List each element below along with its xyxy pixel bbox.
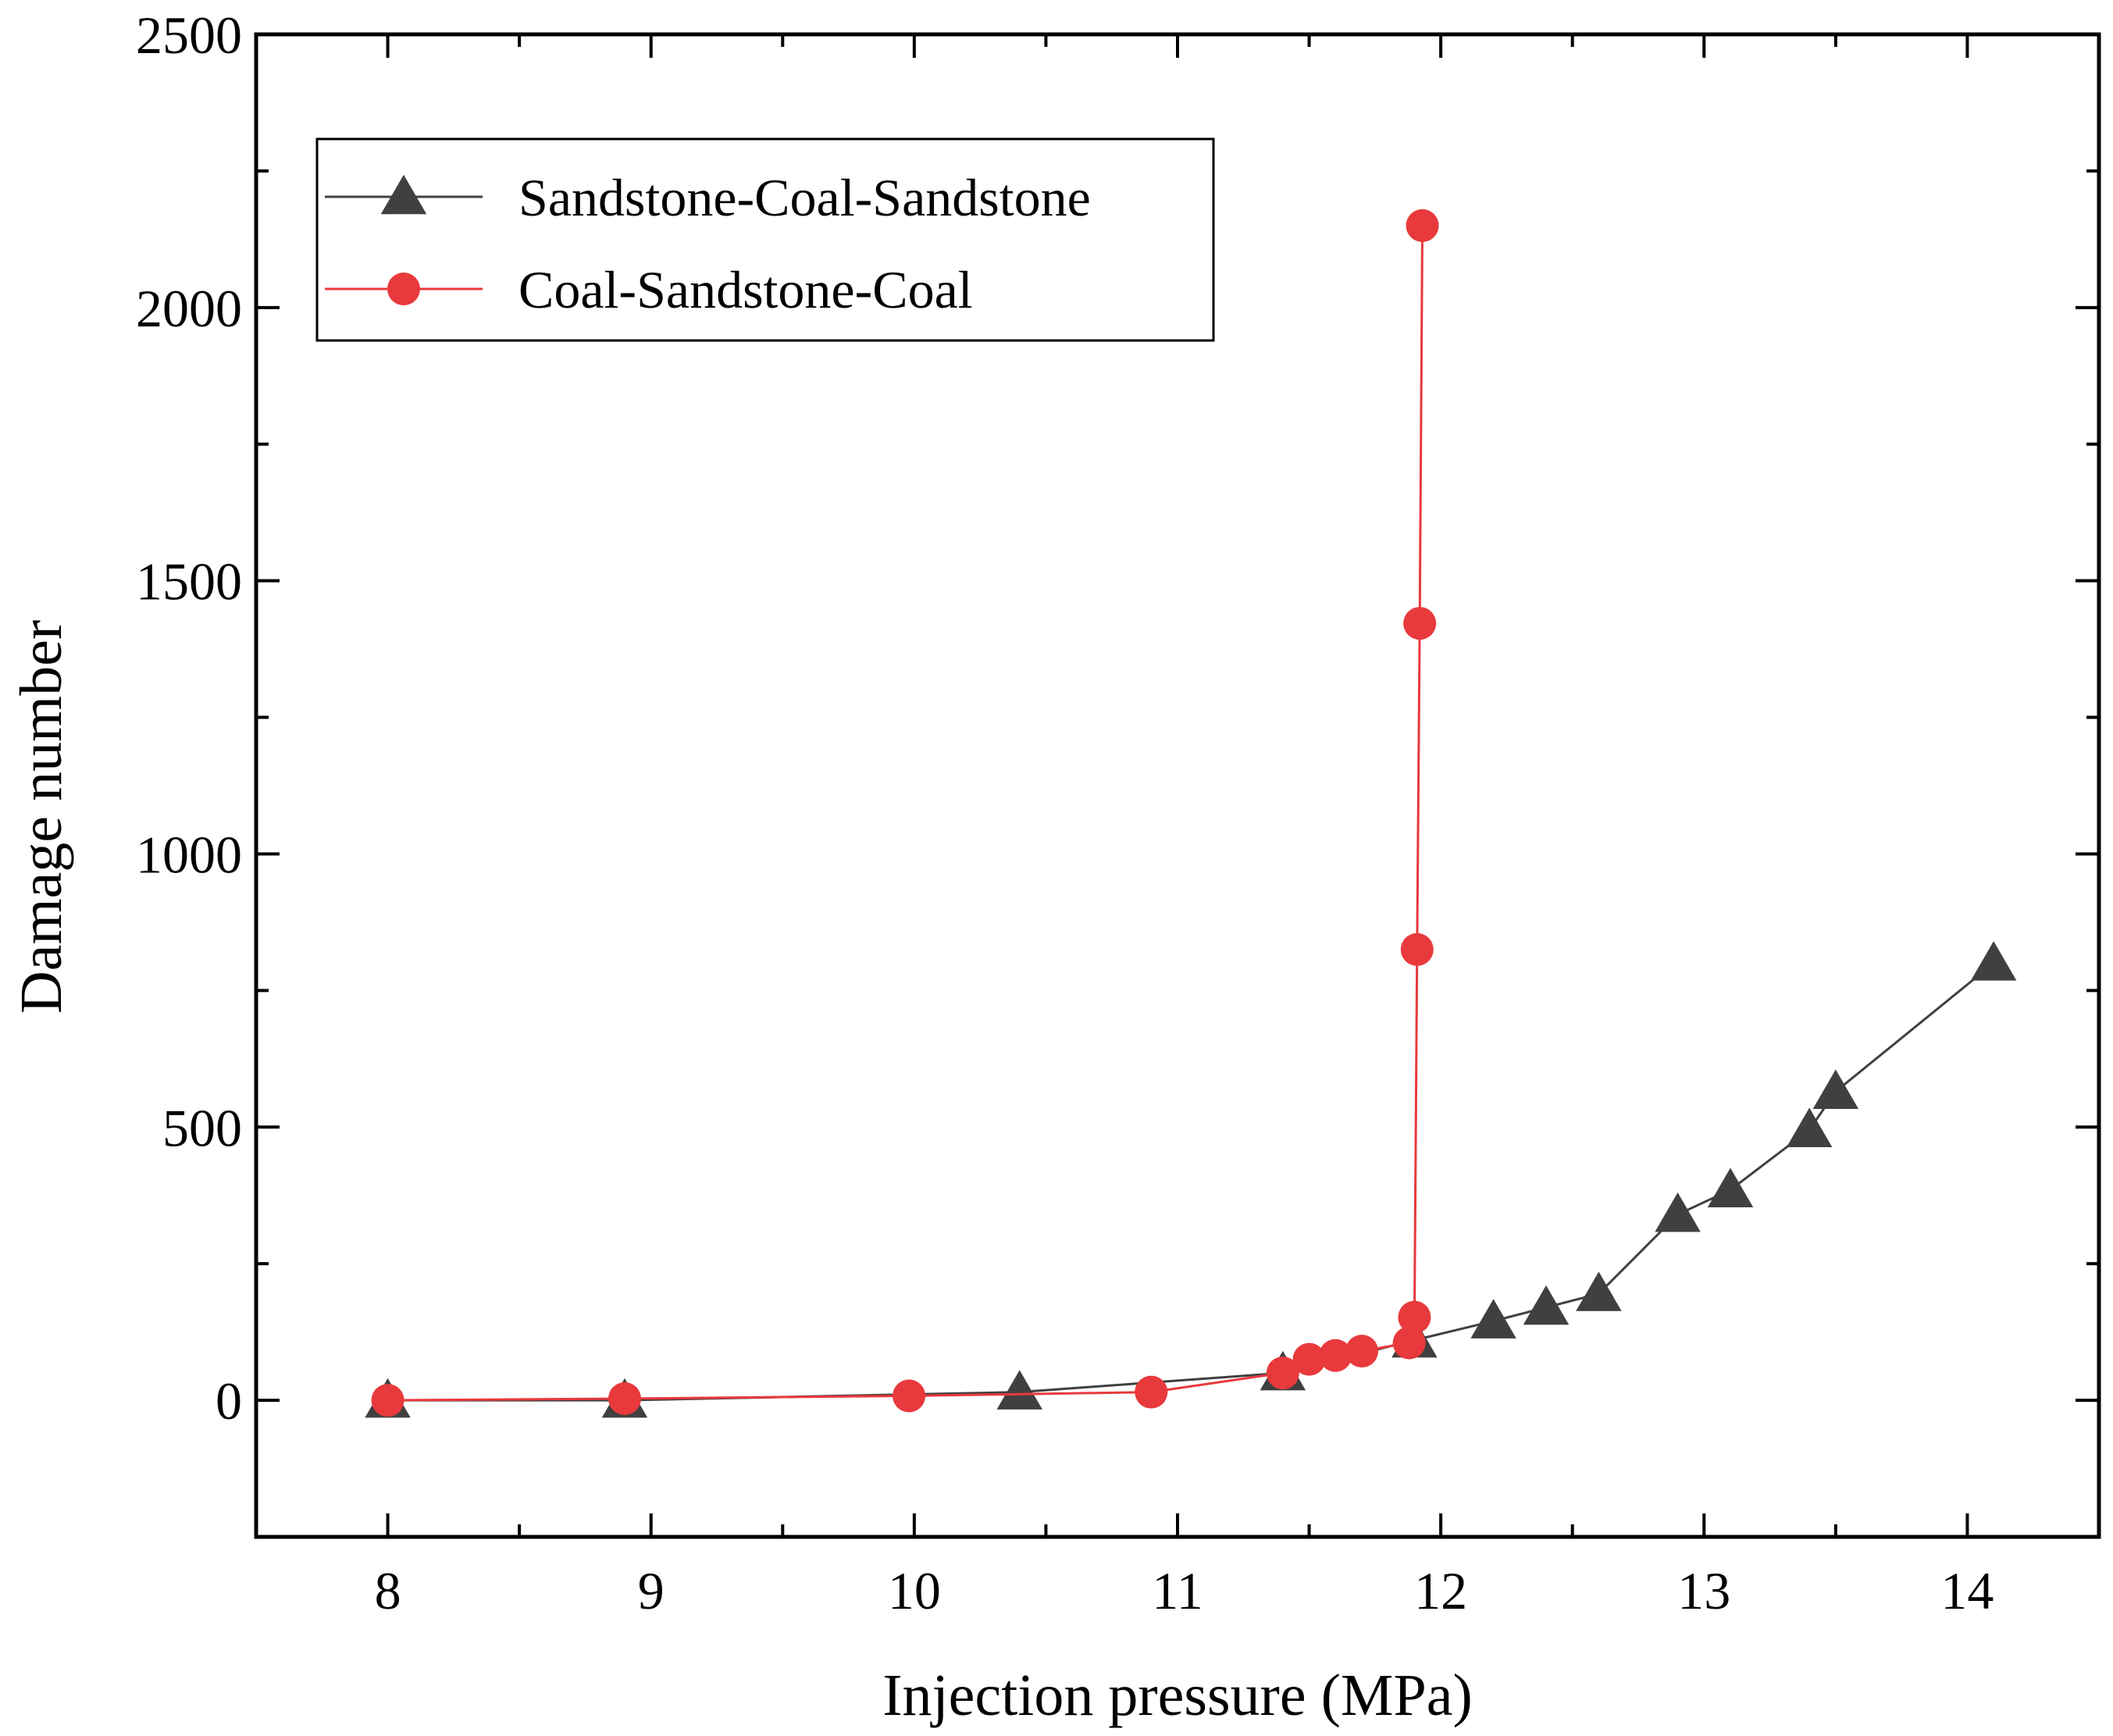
y-tick-label: 500 [162,1098,242,1157]
y-tick-label: 1000 [136,825,242,884]
sandstone-coal-sandstone-point [1786,1107,1833,1148]
y-tick-label: 2500 [136,5,242,65]
legend: Sandstone-Coal-Sandstone Coal-Sandstone-C… [315,137,1215,342]
x-tick-label: 9 [638,1561,665,1620]
sandstone-coal-sandstone-point [996,1370,1042,1410]
x-tick-label: 11 [1152,1561,1203,1620]
coal-sandstone-coal-point [1292,1342,1326,1376]
plot-frame [254,32,2101,1539]
y-axis-title: Damage number [9,620,74,1014]
coal-sandstone-coal-point [1400,932,1434,966]
coal-sandstone-coal-point [1403,607,1437,640]
sandstone-coal-sandstone-point [1576,1271,1622,1311]
sandstone-coal-sandstone-point [1523,1285,1570,1325]
y-tick-label: 1500 [136,552,242,611]
coal-sandstone-coal-point [1392,1326,1426,1360]
legend-coal-sandstone-coal-swatch-marker [387,273,420,305]
x-tick-label: 12 [1414,1561,1467,1620]
y-tick-label: 0 [216,1371,242,1431]
x-axis-title: Injection pressure (MPa) [882,1663,1473,1728]
sandstone-coal-sandstone-point [1812,1069,1859,1110]
x-tick-label: 8 [375,1561,401,1620]
coal-sandstone-coal-point [1345,1335,1378,1368]
sandstone-coal-sandstone-point [1970,941,2017,981]
sandstone-coal-sandstone-point [1470,1299,1516,1339]
y-tick-label: 2000 [136,279,242,338]
tick-labels: 8 9 10 11 12 13 14 0 500 1000 1500 2000 2500 [136,5,1994,1620]
coal-sandstone-coal-point [1266,1356,1299,1390]
x-tick-label: 13 [1677,1561,1730,1620]
sandstone-coal-sandstone-point [1707,1167,1754,1207]
data-series [365,209,2017,1418]
coal-sandstone-coal-point [1135,1375,1168,1409]
coal-sandstone-coal-point [1398,1300,1431,1334]
coal-sandstone-coal-point [893,1379,926,1413]
legend-coal-sandstone-coal-label: Coal-Sandstone-Coal [518,260,973,319]
coal-sandstone-coal-point [1406,209,1439,242]
coal-sandstone-coal-point [371,1384,404,1417]
sandstone-coal-sandstone-point [1655,1192,1701,1232]
legend-sandstone-coal-sandstone-swatch-marker [380,174,427,215]
x-tick-label: 10 [888,1561,941,1620]
legend-sandstone-coal-sandstone-label: Sandstone-Coal-Sandstone [518,168,1091,227]
coal-sandstone-coal-point [608,1381,641,1415]
coal-sandstone-coal-point [1319,1339,1352,1372]
x-tick-label: 14 [1940,1561,1994,1620]
legend-box [315,137,1215,342]
